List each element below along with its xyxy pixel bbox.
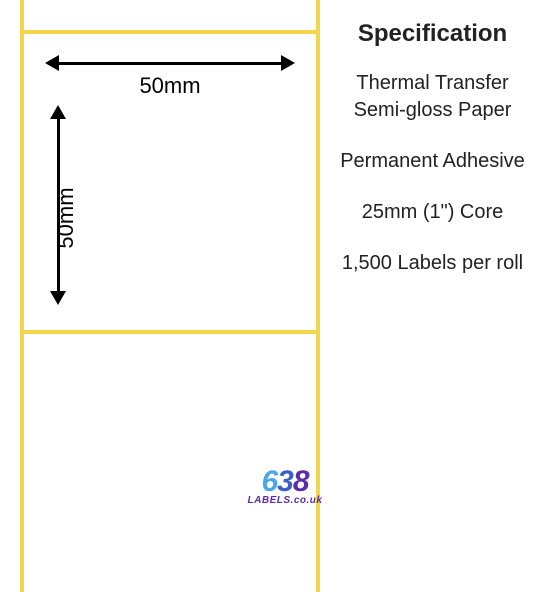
height-dimension: 50mm (50, 105, 80, 305)
label-gap-top (20, 30, 320, 34)
brand-logo: 638 LABELS.co.uk (240, 465, 330, 506)
arrow-right-icon (281, 55, 295, 71)
logo-subtext: LABELS.co.uk (240, 495, 330, 506)
label-gap-bottom (20, 330, 320, 334)
spec-title: Specification (340, 20, 525, 48)
arrow-down-icon (50, 291, 66, 305)
spec-item: Permanent Adhesive (340, 148, 525, 175)
spec-item: 1,500 Labels per roll (340, 250, 525, 277)
width-arrow-line (55, 62, 285, 65)
logo-digit-2: 3 (277, 465, 293, 498)
specification-panel: Specification Thermal Transfer Semi-glos… (340, 20, 525, 301)
logo-digit-1: 6 (261, 465, 277, 498)
logo-digit-3: 8 (293, 465, 309, 498)
width-label: 50mm (45, 73, 295, 99)
width-dimension: 50mm (45, 55, 295, 85)
spec-item: Thermal Transfer Semi-gloss Paper (340, 70, 525, 124)
spec-item: 25mm (1") Core (340, 199, 525, 226)
logo-number: 638 (240, 465, 330, 499)
height-label: 50mm (53, 187, 79, 248)
